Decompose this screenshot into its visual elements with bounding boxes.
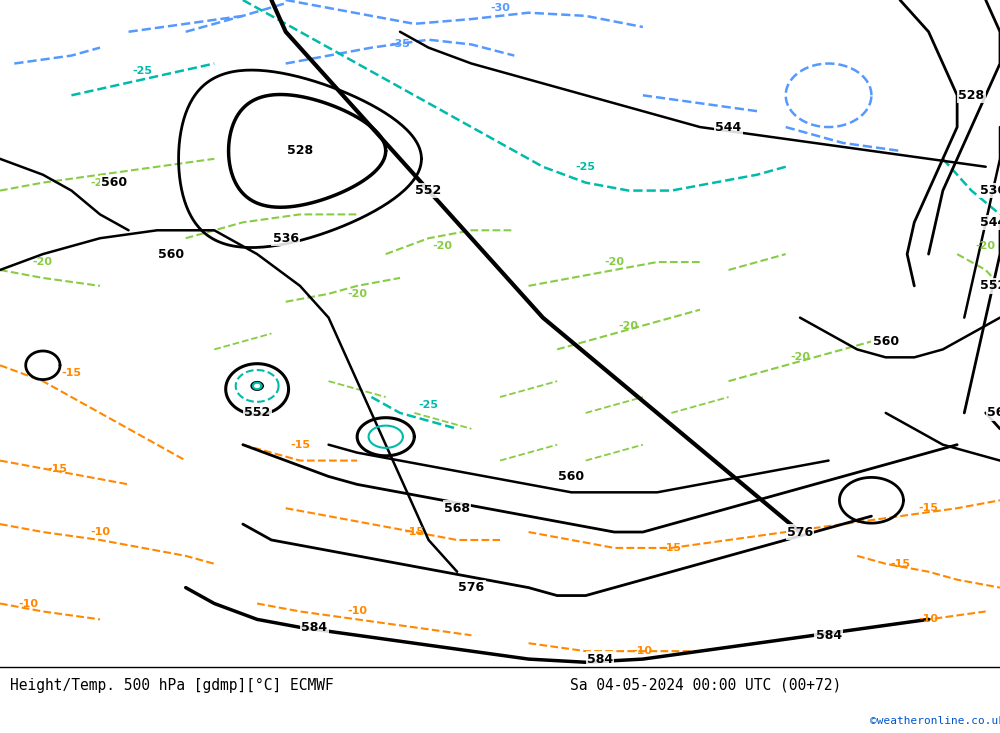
Text: 560: 560 (101, 176, 127, 189)
Text: -20: -20 (619, 320, 639, 331)
Text: 584: 584 (816, 629, 842, 642)
Text: 536: 536 (980, 184, 1000, 197)
Text: -10: -10 (347, 606, 367, 616)
Text: 528: 528 (287, 144, 313, 158)
Text: 536: 536 (273, 232, 299, 245)
Text: 560: 560 (558, 470, 584, 483)
Text: -15: -15 (890, 559, 910, 569)
Text: 568: 568 (444, 501, 470, 515)
Text: -15: -15 (404, 527, 424, 537)
Text: 552: 552 (415, 184, 442, 197)
Text: ©weatheronline.co.uk: ©weatheronline.co.uk (870, 715, 1000, 726)
Text: -25: -25 (419, 400, 439, 410)
Text: -10: -10 (19, 599, 39, 608)
Text: -15: -15 (47, 463, 67, 474)
Text: 552: 552 (980, 279, 1000, 292)
Text: Height/Temp. 500 hPa [gdmp][°C] ECMWF: Height/Temp. 500 hPa [gdmp][°C] ECMWF (10, 678, 334, 693)
Text: -20: -20 (976, 241, 996, 251)
Text: -30: -30 (490, 3, 510, 13)
Text: -20: -20 (433, 241, 453, 251)
Text: 576: 576 (787, 526, 813, 539)
Text: -15: -15 (61, 368, 81, 378)
Text: -10: -10 (633, 647, 653, 656)
Text: -15: -15 (661, 543, 681, 553)
Text: -10: -10 (90, 527, 110, 537)
Text: Sa 04-05-2024 00:00 UTC (00+72): Sa 04-05-2024 00:00 UTC (00+72) (570, 678, 841, 693)
Text: -10: -10 (919, 614, 939, 625)
Text: 568: 568 (987, 406, 1000, 419)
Text: -15: -15 (919, 504, 939, 513)
Text: -20: -20 (90, 177, 110, 188)
Text: -20: -20 (604, 257, 624, 267)
Text: 560: 560 (158, 248, 184, 261)
Text: -20: -20 (347, 289, 367, 299)
Text: 544: 544 (980, 216, 1000, 229)
Text: 584: 584 (301, 621, 327, 634)
Text: 560: 560 (873, 335, 899, 348)
Text: -15: -15 (290, 440, 310, 449)
Text: 544: 544 (715, 120, 742, 133)
Text: 552: 552 (244, 406, 270, 419)
Text: 528: 528 (958, 89, 984, 102)
Text: -35: -35 (390, 40, 410, 49)
Text: -25: -25 (576, 162, 596, 172)
Text: 576: 576 (458, 581, 484, 594)
Text: -25: -25 (133, 67, 153, 76)
Text: 584: 584 (587, 652, 613, 666)
Text: -20: -20 (790, 353, 810, 362)
Text: -20: -20 (33, 257, 53, 267)
